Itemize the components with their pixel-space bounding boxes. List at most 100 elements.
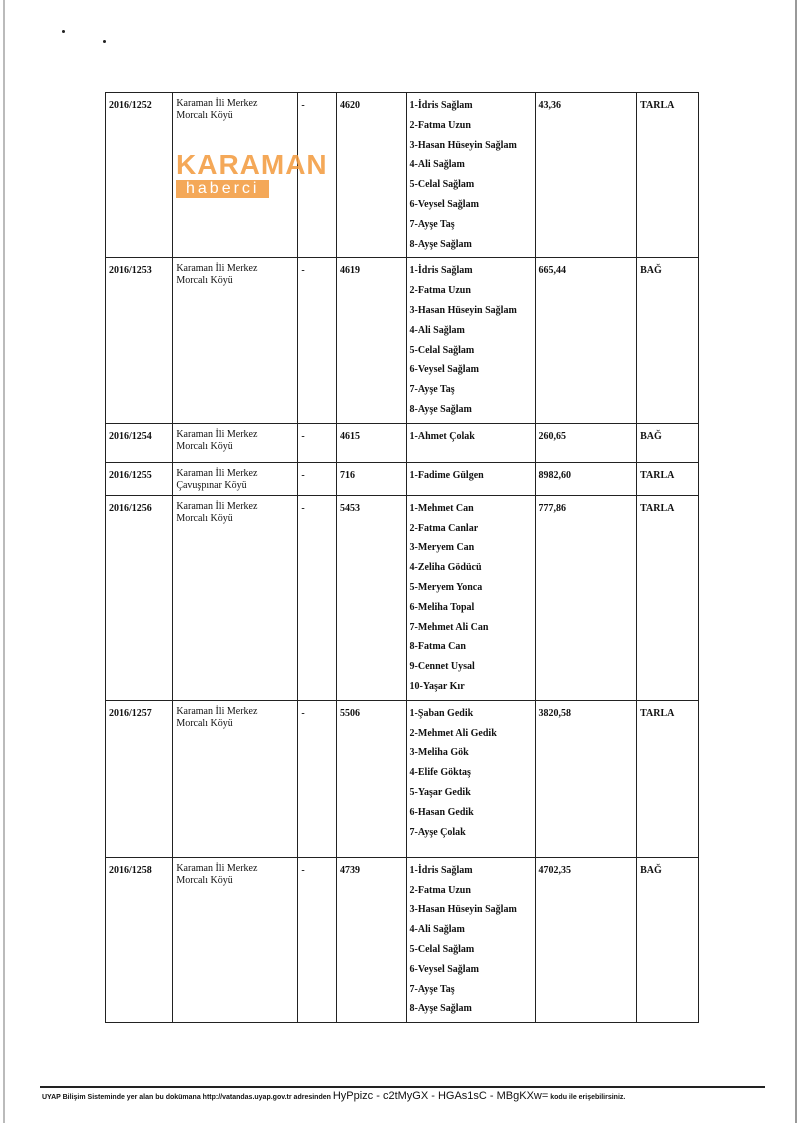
owner-name: 10-Yaşar Kır — [409, 680, 465, 692]
location-line: Karaman İli Merkez — [176, 705, 258, 717]
case-number: 2016/1258 — [109, 864, 152, 876]
type-cell: BAĞ — [636, 856, 699, 1024]
parcel-number: 716 — [340, 469, 356, 481]
owner-name: 6-Veysel Sağlam — [409, 198, 479, 210]
parcel-cell: 4739 — [336, 856, 407, 1024]
location-line: Karaman İli Merkez — [176, 500, 258, 512]
owner-name: 7-Ayşe Taş — [409, 384, 455, 396]
owners-cell: 1-İdris Sağlam 2-Fatma Uzun 3-Hasan Hüseyi… — [405, 91, 536, 259]
owner-name: 5-Celal Sağlam — [409, 179, 475, 191]
owner-name: 7-Ayşe Taş — [409, 983, 455, 995]
area-cell: 665,44 — [534, 257, 638, 424]
ada-cell: - — [297, 856, 338, 1024]
owner-name: 1-Şaban Gedik — [409, 707, 474, 719]
table-row: 2016/1255 Karaman İli Merkez Çavuşpınar Kö… — [104, 461, 699, 496]
location-line: Karaman İli Merkez — [176, 467, 258, 479]
land-type: BAĞ — [640, 430, 662, 442]
location-line: Morcalı Köyü — [176, 275, 233, 287]
scan-edge — [3, 0, 5, 1123]
land-type: BAĞ — [640, 265, 662, 277]
scan-edge — [795, 0, 797, 1123]
owner-name: 9-Cennet Uysal — [409, 661, 475, 673]
case-number: 2016/1254 — [109, 430, 152, 442]
location-line: Çavuşpınar Köyü — [176, 479, 247, 491]
location-line: Karaman İli Merkez — [176, 428, 258, 440]
location-cell: Karaman İli Merkez Morcalı Köyü — [172, 422, 299, 463]
parcel-cell: 4615 — [336, 422, 407, 463]
ada-number: - — [301, 430, 305, 442]
table-row: 2016/1258 Karaman İli Merkez Morcalı Köyü -… — [104, 856, 699, 1024]
case-number-cell: 2016/1253 — [104, 257, 174, 424]
owner-name: 4-Elife Göktaş — [409, 767, 471, 779]
owner-name: 6-Meliha Topal — [409, 601, 475, 613]
owner-name: 8-Ayşe Sağlam — [409, 238, 472, 250]
land-type: TARLA — [640, 100, 675, 111]
location-line: Morcalı Köyü — [176, 717, 233, 729]
scan-speck — [62, 30, 65, 33]
footer-suffix: kodu ile erişebilirsiniz. — [550, 1094, 626, 1101]
location-line: Morcalı Köyü — [176, 512, 233, 524]
owner-name: 5-Yaşar Gedik — [409, 786, 471, 798]
owner-name: 3-Hasan Hüseyin Sağlam — [409, 904, 517, 916]
ada-number: - — [301, 265, 305, 277]
type-cell: BAĞ — [636, 257, 699, 424]
table-row: 2016/1257 Karaman İli Merkez Morcalı Köyü -… — [104, 699, 699, 858]
footer-divider — [40, 1086, 765, 1088]
parcel-number: 5506 — [340, 707, 361, 719]
area-value: 260,65 — [538, 430, 567, 442]
owner-name: 1-İdris Sağlam — [409, 265, 473, 277]
owner-name: 7-Ayşe Taş — [409, 218, 455, 230]
case-number-cell: 2016/1255 — [104, 461, 174, 496]
owner-name: 1-Mehmet Can — [409, 502, 474, 514]
owner-name: 6-Hasan Gedik — [409, 806, 474, 818]
footer: UYAP Bilişim Sisteminde yer alan bu dokü… — [42, 1090, 625, 1102]
area-cell: 777,86 — [534, 494, 638, 701]
owner-name: 4-Ali Sağlam — [409, 924, 465, 936]
location-line: Morcalı Köyü — [176, 110, 233, 121]
parcel-number: 4620 — [340, 100, 361, 111]
area-value: 4702,35 — [538, 864, 572, 876]
type-cell: TARLA — [636, 91, 699, 259]
location-line: Karaman İli Merkez — [176, 98, 258, 109]
parcel-cell: 5506 — [336, 699, 407, 858]
type-cell: TARLA — [636, 461, 699, 496]
owner-name: 3-Meryem Can — [409, 542, 475, 554]
owner-name: 1-İdris Sağlam — [409, 100, 473, 111]
owners-cell: 1-Şaban Gedik 2-Mehmet Ali Gedik 3-Meliha … — [405, 699, 536, 858]
location-cell: Karaman İli Merkez Morcalı Köyü — [172, 91, 299, 259]
location-line: Karaman İli Merkez — [176, 263, 258, 275]
ada-number: - — [301, 502, 305, 514]
parcel-cell: 716 — [336, 461, 407, 496]
land-type: TARLA — [640, 707, 675, 719]
owner-name: 5-Celal Sağlam — [409, 943, 475, 955]
area-value: 777,86 — [538, 502, 567, 514]
ada-number: - — [301, 864, 305, 876]
table-row: 2016/1256 Karaman İli Merkez Morcalı Köyü -… — [104, 494, 699, 701]
area-value: 3820,58 — [538, 707, 572, 719]
location-line: Morcalı Köyü — [176, 440, 233, 452]
area-value: 8982,60 — [538, 469, 572, 481]
ada-cell: - — [297, 494, 338, 701]
area-value: 43,36 — [538, 100, 562, 111]
owners-cell: 1-Mehmet Can 2-Fatma Canlar 3-Meryem Can 4-… — [405, 494, 536, 701]
owner-name: 8-Fatma Can — [409, 641, 466, 653]
footer-text: UYAP Bilişim Sisteminde yer alan bu dokü… — [42, 1094, 331, 1101]
land-type: BAĞ — [640, 864, 662, 876]
case-number-cell: 2016/1257 — [104, 699, 174, 858]
owner-name: 2-Mehmet Ali Gedik — [409, 727, 497, 739]
owner-name: 4-Ali Sağlam — [409, 159, 465, 171]
table-row: 2016/1254 Karaman İli Merkez Morcalı Köyü -… — [104, 422, 699, 463]
type-cell: TARLA — [636, 494, 699, 701]
owner-name: 2-Fatma Uzun — [409, 884, 471, 896]
ada-cell: - — [297, 91, 338, 259]
parcel-cell: 5453 — [336, 494, 407, 701]
parcel-number: 4739 — [340, 864, 361, 876]
location-cell: Karaman İli Merkez Çavuşpınar Köyü — [172, 461, 299, 496]
owner-name: 1-İdris Sağlam — [409, 864, 473, 876]
owner-name: 7-Mehmet Ali Can — [409, 621, 489, 633]
case-number-cell: 2016/1254 — [104, 422, 174, 463]
area-cell: 8982,60 — [534, 461, 638, 496]
case-number-cell: 2016/1252 — [104, 91, 174, 259]
parcel-cell: 4619 — [336, 257, 407, 424]
table-row: 2016/1253 Karaman İli Merkez Morcalı Köyü -… — [104, 257, 699, 424]
